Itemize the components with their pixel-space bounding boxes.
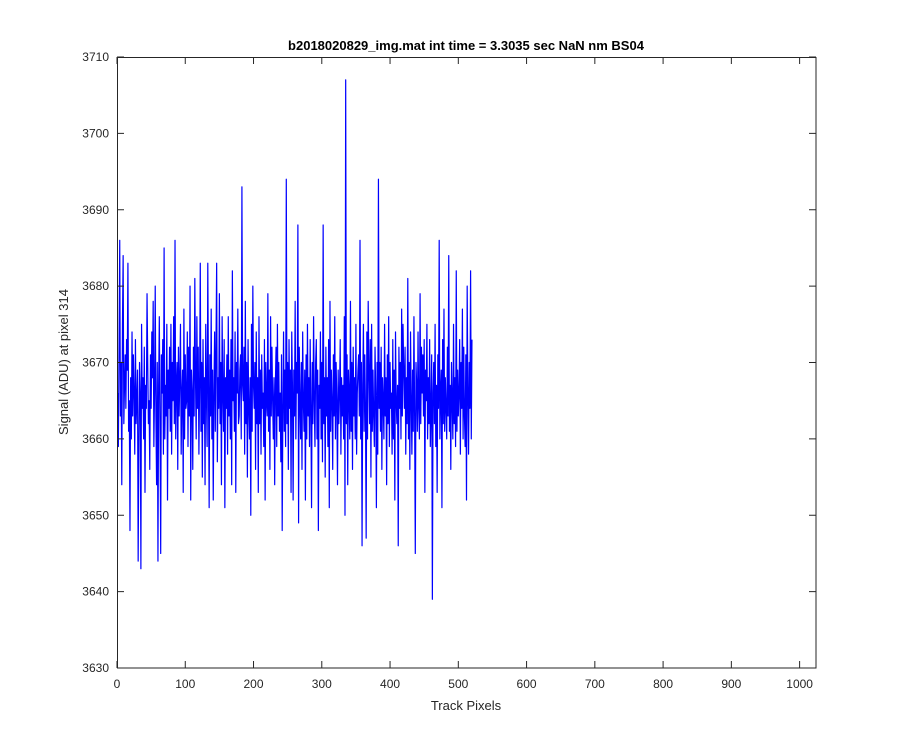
x-tick-label: 1000 bbox=[786, 677, 813, 691]
x-tick-label: 300 bbox=[312, 677, 332, 691]
x-axis-label: Track Pixels bbox=[431, 698, 502, 713]
x-axis: 0 100 200 300 400 500 600 700 800 900 1000 bbox=[114, 57, 813, 691]
y-tick-label: 3660 bbox=[82, 432, 109, 446]
y-tick-label: 3630 bbox=[82, 661, 109, 675]
y-tick-label: 3700 bbox=[82, 126, 109, 140]
y-tick-label: 3650 bbox=[82, 508, 109, 522]
chart-title: b2018020829_img.mat int time = 3.3035 se… bbox=[288, 38, 645, 53]
y-axis: 3630 3640 3650 3660 3670 3680 3690 3700 3710 bbox=[82, 50, 816, 675]
y-tick-label: 3640 bbox=[82, 585, 109, 599]
x-tick-label: 200 bbox=[244, 677, 264, 691]
y-axis-label: Signal (ADU) at pixel 314 bbox=[56, 289, 71, 435]
x-tick-label: 100 bbox=[175, 677, 195, 691]
x-tick-label: 0 bbox=[114, 677, 121, 691]
y-tick-label: 3690 bbox=[82, 203, 109, 217]
plot-area bbox=[117, 79, 473, 600]
x-tick-label: 800 bbox=[653, 677, 673, 691]
series-group bbox=[117, 79, 473, 600]
y-tick-label: 3710 bbox=[82, 50, 109, 64]
x-tick-label: 700 bbox=[585, 677, 605, 691]
x-tick-label: 400 bbox=[380, 677, 400, 691]
x-tick-label: 600 bbox=[517, 677, 537, 691]
series-line bbox=[117, 79, 473, 600]
y-tick-label: 3670 bbox=[82, 356, 109, 370]
x-tick-label: 900 bbox=[721, 677, 741, 691]
x-tick-label: 500 bbox=[448, 677, 468, 691]
y-tick-label: 3680 bbox=[82, 279, 109, 293]
